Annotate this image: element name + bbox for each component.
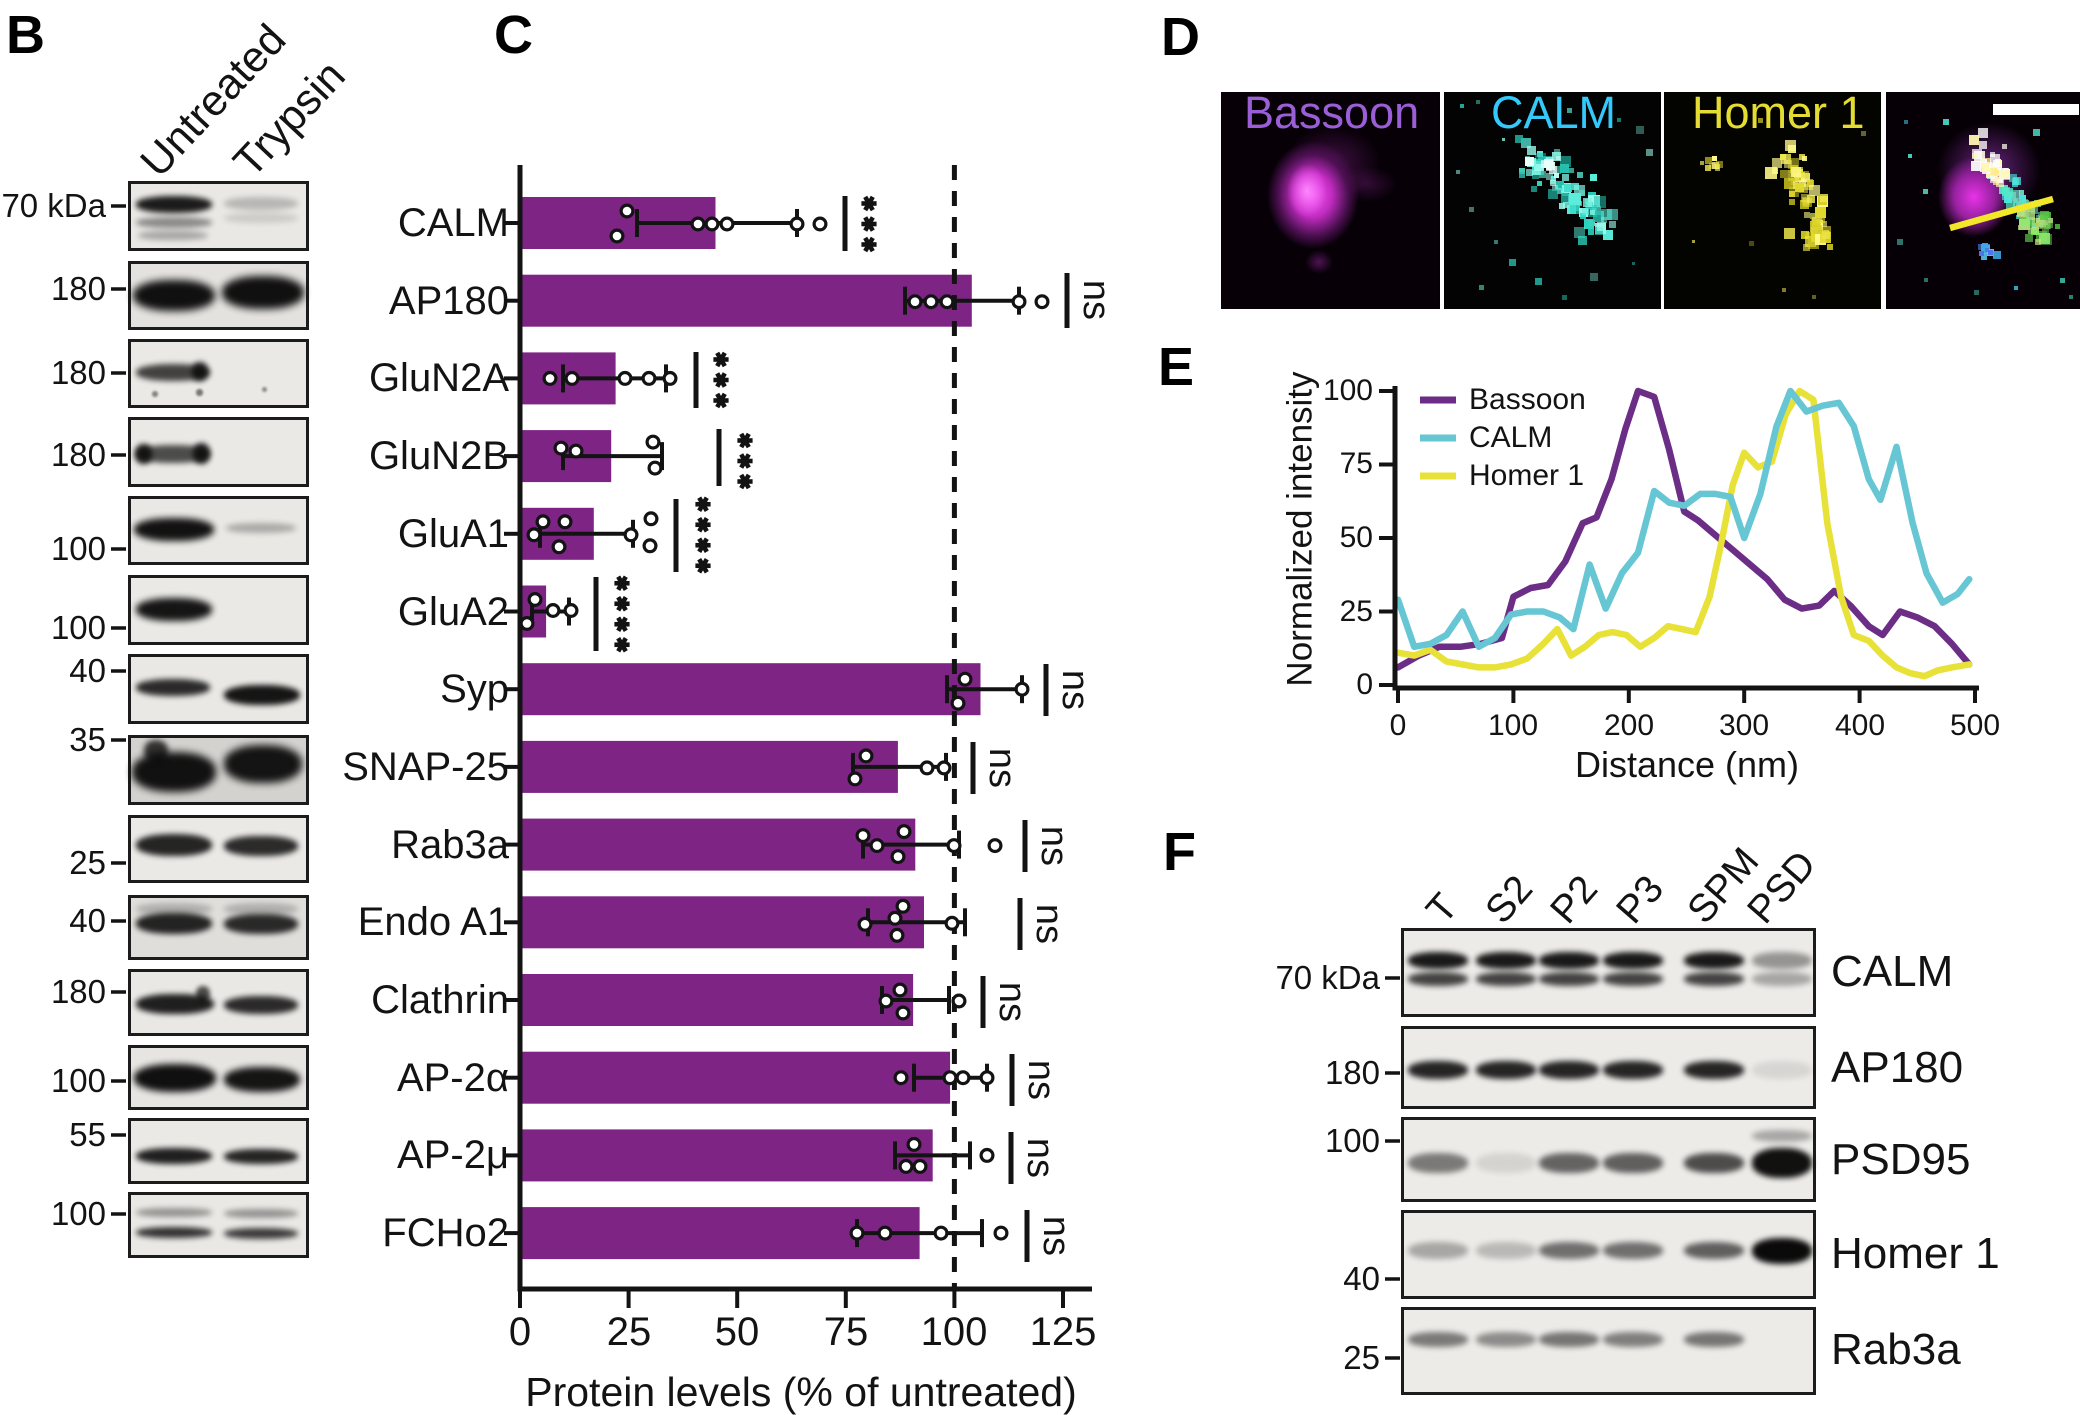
svg-text:ns: ns: [1075, 280, 1117, 320]
svg-text:ns: ns: [1028, 904, 1070, 944]
svg-text:ns: ns: [1054, 670, 1096, 710]
svg-text:ns: ns: [981, 748, 1023, 788]
svg-text:ns: ns: [1035, 1216, 1077, 1256]
svg-text:ns: ns: [1033, 826, 1075, 866]
